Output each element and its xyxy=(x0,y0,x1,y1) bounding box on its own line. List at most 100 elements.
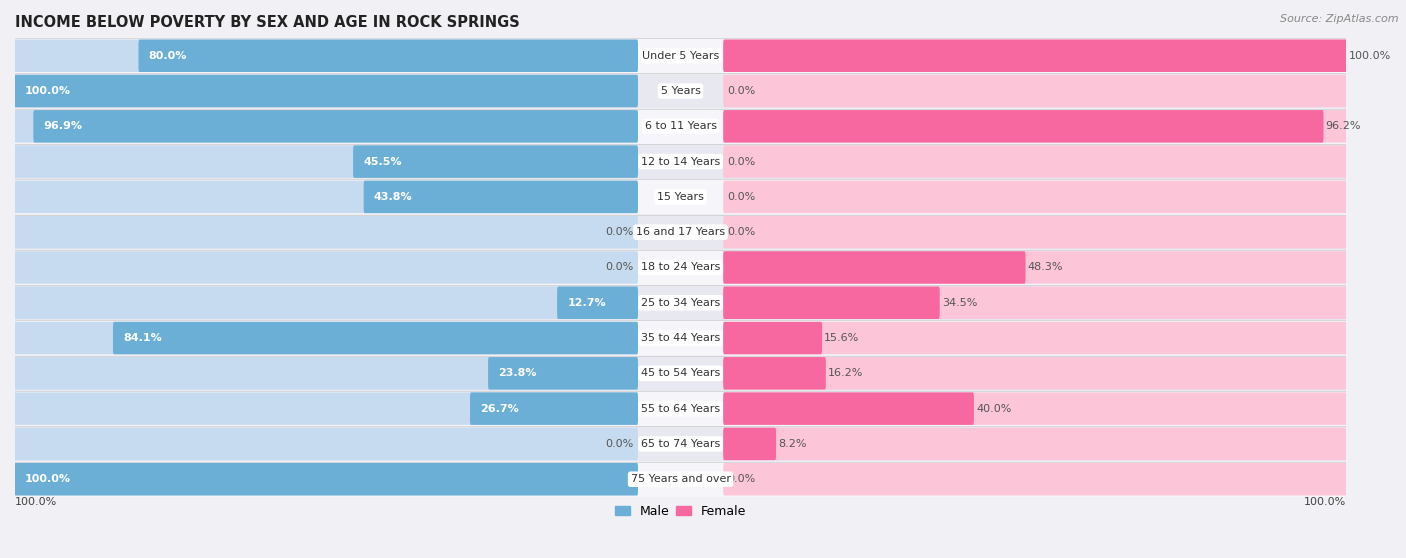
FancyBboxPatch shape xyxy=(723,216,1347,248)
FancyBboxPatch shape xyxy=(723,322,1347,354)
Text: 23.8%: 23.8% xyxy=(498,368,537,378)
Text: Source: ZipAtlas.com: Source: ZipAtlas.com xyxy=(1281,14,1399,24)
Text: 75 Years and over: 75 Years and over xyxy=(631,474,731,484)
FancyBboxPatch shape xyxy=(15,355,1346,391)
FancyBboxPatch shape xyxy=(112,322,638,354)
FancyBboxPatch shape xyxy=(14,287,638,319)
FancyBboxPatch shape xyxy=(723,392,1347,425)
FancyBboxPatch shape xyxy=(15,461,1346,497)
Text: 8.2%: 8.2% xyxy=(779,439,807,449)
Text: 96.2%: 96.2% xyxy=(1326,121,1361,131)
FancyBboxPatch shape xyxy=(15,320,1346,355)
Text: 18 to 24 Years: 18 to 24 Years xyxy=(641,262,720,272)
FancyBboxPatch shape xyxy=(723,427,776,460)
FancyBboxPatch shape xyxy=(470,392,638,425)
FancyBboxPatch shape xyxy=(723,110,1347,142)
FancyBboxPatch shape xyxy=(723,463,1347,496)
Text: 100.0%: 100.0% xyxy=(24,86,70,96)
Text: 40.0%: 40.0% xyxy=(976,403,1011,413)
Text: 25 to 34 Years: 25 to 34 Years xyxy=(641,298,720,308)
FancyBboxPatch shape xyxy=(364,181,638,213)
Text: 12.7%: 12.7% xyxy=(568,298,606,308)
Text: 55 to 64 Years: 55 to 64 Years xyxy=(641,403,720,413)
Text: 84.1%: 84.1% xyxy=(124,333,162,343)
Legend: Male, Female: Male, Female xyxy=(610,500,751,523)
Text: 100.0%: 100.0% xyxy=(15,497,58,507)
FancyBboxPatch shape xyxy=(723,110,1323,142)
FancyBboxPatch shape xyxy=(723,181,1347,213)
FancyBboxPatch shape xyxy=(15,109,1346,144)
FancyBboxPatch shape xyxy=(557,287,638,319)
Text: 16 and 17 Years: 16 and 17 Years xyxy=(636,227,725,237)
Text: 15 Years: 15 Years xyxy=(657,192,704,202)
Text: 5 Years: 5 Years xyxy=(661,86,700,96)
Text: 12 to 14 Years: 12 to 14 Years xyxy=(641,157,720,167)
FancyBboxPatch shape xyxy=(14,463,638,496)
Text: 0.0%: 0.0% xyxy=(606,262,634,272)
FancyBboxPatch shape xyxy=(15,426,1346,461)
Text: 26.7%: 26.7% xyxy=(481,403,519,413)
FancyBboxPatch shape xyxy=(723,251,1025,283)
FancyBboxPatch shape xyxy=(14,40,638,72)
FancyBboxPatch shape xyxy=(723,251,1347,283)
Text: 80.0%: 80.0% xyxy=(149,51,187,61)
Text: 6 to 11 Years: 6 to 11 Years xyxy=(644,121,717,131)
Text: 0.0%: 0.0% xyxy=(727,474,755,484)
Text: 16.2%: 16.2% xyxy=(828,368,863,378)
Text: 15.6%: 15.6% xyxy=(824,333,859,343)
FancyBboxPatch shape xyxy=(723,357,1347,389)
FancyBboxPatch shape xyxy=(723,75,1347,107)
Text: 45.5%: 45.5% xyxy=(363,157,402,167)
Text: 34.5%: 34.5% xyxy=(942,298,977,308)
FancyBboxPatch shape xyxy=(723,287,1347,319)
Text: 100.0%: 100.0% xyxy=(1303,497,1346,507)
Text: 100.0%: 100.0% xyxy=(24,474,70,484)
FancyBboxPatch shape xyxy=(723,322,823,354)
Text: 65 to 74 Years: 65 to 74 Years xyxy=(641,439,720,449)
Text: 96.9%: 96.9% xyxy=(44,121,83,131)
FancyBboxPatch shape xyxy=(723,40,1347,72)
Text: 100.0%: 100.0% xyxy=(1350,51,1392,61)
FancyBboxPatch shape xyxy=(14,181,638,213)
FancyBboxPatch shape xyxy=(14,75,638,107)
FancyBboxPatch shape xyxy=(14,110,638,142)
FancyBboxPatch shape xyxy=(14,322,638,354)
FancyBboxPatch shape xyxy=(14,427,638,460)
Text: 0.0%: 0.0% xyxy=(727,192,755,202)
FancyBboxPatch shape xyxy=(15,391,1346,426)
Text: 0.0%: 0.0% xyxy=(727,227,755,237)
FancyBboxPatch shape xyxy=(14,463,638,496)
FancyBboxPatch shape xyxy=(723,357,825,389)
FancyBboxPatch shape xyxy=(723,40,1347,72)
Text: 0.0%: 0.0% xyxy=(606,227,634,237)
FancyBboxPatch shape xyxy=(14,392,638,425)
FancyBboxPatch shape xyxy=(723,392,974,425)
Text: Under 5 Years: Under 5 Years xyxy=(643,51,720,61)
FancyBboxPatch shape xyxy=(15,38,1346,74)
FancyBboxPatch shape xyxy=(723,427,1347,460)
FancyBboxPatch shape xyxy=(14,75,638,107)
FancyBboxPatch shape xyxy=(34,110,638,142)
FancyBboxPatch shape xyxy=(723,146,1347,178)
FancyBboxPatch shape xyxy=(15,285,1346,320)
FancyBboxPatch shape xyxy=(14,146,638,178)
FancyBboxPatch shape xyxy=(14,216,638,248)
Text: 35 to 44 Years: 35 to 44 Years xyxy=(641,333,720,343)
Text: 43.8%: 43.8% xyxy=(374,192,412,202)
FancyBboxPatch shape xyxy=(14,251,638,283)
Text: 48.3%: 48.3% xyxy=(1028,262,1063,272)
FancyBboxPatch shape xyxy=(15,214,1346,250)
FancyBboxPatch shape xyxy=(14,357,638,389)
FancyBboxPatch shape xyxy=(15,74,1346,109)
FancyBboxPatch shape xyxy=(15,250,1346,285)
Text: 0.0%: 0.0% xyxy=(727,157,755,167)
FancyBboxPatch shape xyxy=(723,287,939,319)
FancyBboxPatch shape xyxy=(15,144,1346,179)
FancyBboxPatch shape xyxy=(488,357,638,389)
Text: INCOME BELOW POVERTY BY SEX AND AGE IN ROCK SPRINGS: INCOME BELOW POVERTY BY SEX AND AGE IN R… xyxy=(15,15,520,30)
Text: 45 to 54 Years: 45 to 54 Years xyxy=(641,368,720,378)
FancyBboxPatch shape xyxy=(138,40,638,72)
FancyBboxPatch shape xyxy=(15,179,1346,214)
FancyBboxPatch shape xyxy=(353,146,638,178)
Text: 0.0%: 0.0% xyxy=(606,439,634,449)
